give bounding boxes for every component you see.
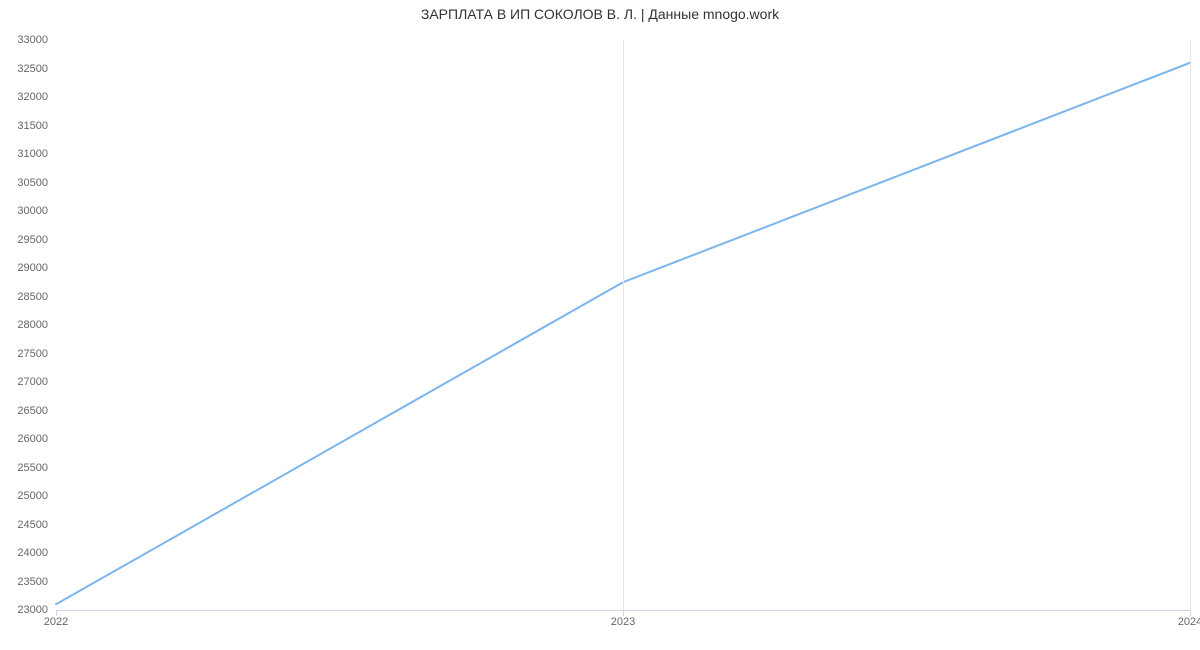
y-tick-label: 27500 (17, 348, 56, 360)
y-tick-label: 32000 (17, 91, 56, 103)
y-tick-label: 32500 (17, 63, 56, 75)
y-tick-label: 27000 (17, 376, 56, 388)
x-grid-line (623, 40, 624, 610)
y-tick-label: 28000 (17, 319, 56, 331)
salary-line-chart: ЗАРПЛАТА В ИП СОКОЛОВ В. Л. | Данные mno… (0, 0, 1200, 650)
y-tick-label: 24500 (17, 519, 56, 531)
y-tick-label: 33000 (17, 34, 56, 46)
y-tick-label: 30000 (17, 205, 56, 217)
y-tick-label: 25000 (17, 490, 56, 502)
chart-title: ЗАРПЛАТА В ИП СОКОЛОВ В. Л. | Данные mno… (0, 6, 1200, 22)
y-tick-label: 24000 (17, 547, 56, 559)
y-tick-label: 28500 (17, 291, 56, 303)
y-tick-label: 29000 (17, 262, 56, 274)
plot-area: 2300023500240002450025000255002600026500… (56, 40, 1190, 610)
x-grid-line (1190, 40, 1191, 610)
x-tick-label: 2022 (44, 610, 68, 628)
y-tick-label: 25500 (17, 462, 56, 474)
x-tick-label: 2024 (1178, 610, 1200, 628)
y-tick-label: 29500 (17, 234, 56, 246)
y-tick-label: 23500 (17, 576, 56, 588)
x-tick-label: 2023 (611, 610, 635, 628)
y-tick-label: 26500 (17, 405, 56, 417)
y-tick-label: 31500 (17, 120, 56, 132)
y-tick-label: 31000 (17, 148, 56, 160)
y-tick-label: 26000 (17, 433, 56, 445)
y-tick-label: 30500 (17, 177, 56, 189)
